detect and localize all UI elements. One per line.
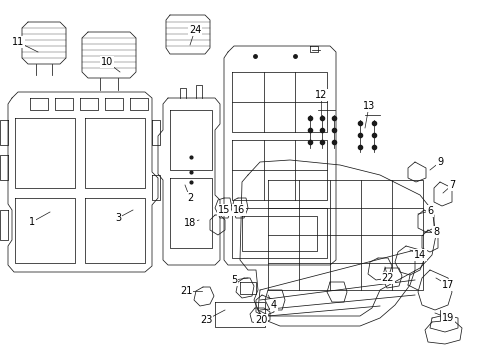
Text: 15: 15 — [217, 205, 230, 215]
Text: 14: 14 — [413, 250, 425, 260]
Text: 16: 16 — [232, 205, 244, 215]
Text: 6: 6 — [426, 206, 432, 216]
Text: 11: 11 — [12, 37, 24, 47]
Text: 18: 18 — [183, 218, 196, 228]
Text: 24: 24 — [188, 25, 201, 35]
Text: 4: 4 — [270, 300, 277, 310]
Text: 5: 5 — [230, 275, 237, 285]
Text: 21: 21 — [180, 286, 192, 296]
Text: 7: 7 — [448, 180, 454, 190]
Text: 8: 8 — [432, 227, 438, 237]
Text: 12: 12 — [314, 90, 326, 100]
Text: 2: 2 — [186, 193, 193, 203]
Text: 3: 3 — [115, 213, 121, 223]
Text: 17: 17 — [441, 280, 453, 290]
Text: 9: 9 — [436, 157, 442, 167]
Text: 10: 10 — [101, 57, 113, 67]
Text: 13: 13 — [362, 101, 374, 111]
Text: 23: 23 — [200, 315, 212, 325]
Text: 22: 22 — [381, 273, 393, 283]
Text: 19: 19 — [441, 313, 453, 323]
Text: 20: 20 — [254, 315, 266, 325]
Text: 1: 1 — [29, 217, 35, 227]
